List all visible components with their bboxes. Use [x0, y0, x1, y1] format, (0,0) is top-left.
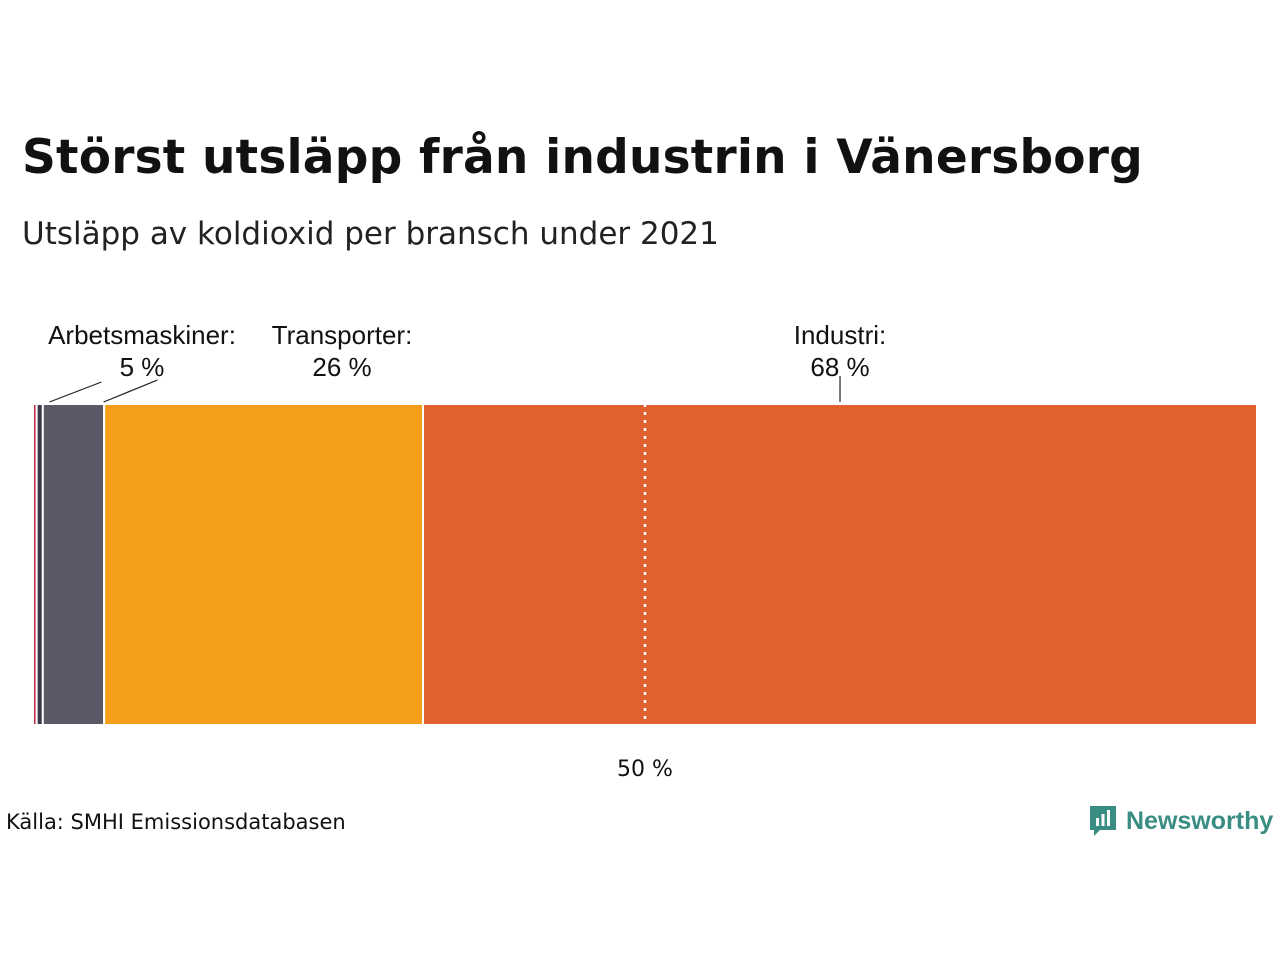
- segment-label-arbetsmaskiner: Arbetsmaskiner:: [48, 320, 236, 350]
- chart-subtitle: Utsläpp av koldioxid per bransch under 2…: [22, 216, 719, 252]
- segment-value-industri: 68 %: [810, 352, 869, 382]
- segment-value-arbetsmaskiner: 5 %: [120, 352, 165, 382]
- newsworthy-logo-icon: [1090, 806, 1116, 836]
- bar-segment-industri: [422, 403, 1258, 726]
- bar-segment-arbetsmaskiner: [41, 403, 106, 726]
- bar-segment-transporter: [103, 403, 425, 726]
- label-leader-transporter: [103, 379, 158, 403]
- segment-label-industri: Industri:: [794, 320, 887, 350]
- chart-title: Störst utsläpp från industrin i Vänersbo…: [22, 130, 1144, 185]
- brand-logo: Newsworthy: [1088, 804, 1273, 838]
- segment-label-transporter: Transporter:: [272, 320, 413, 350]
- brand-name: Newsworthy: [1126, 806, 1274, 835]
- segment-value-transporter: 26 %: [312, 352, 371, 382]
- source-note: Källa: SMHI Emissionsdatabasen: [6, 810, 346, 834]
- reference-line-label: 50 %: [617, 757, 673, 782]
- label-leader-arbetsmaskiner: [49, 381, 102, 403]
